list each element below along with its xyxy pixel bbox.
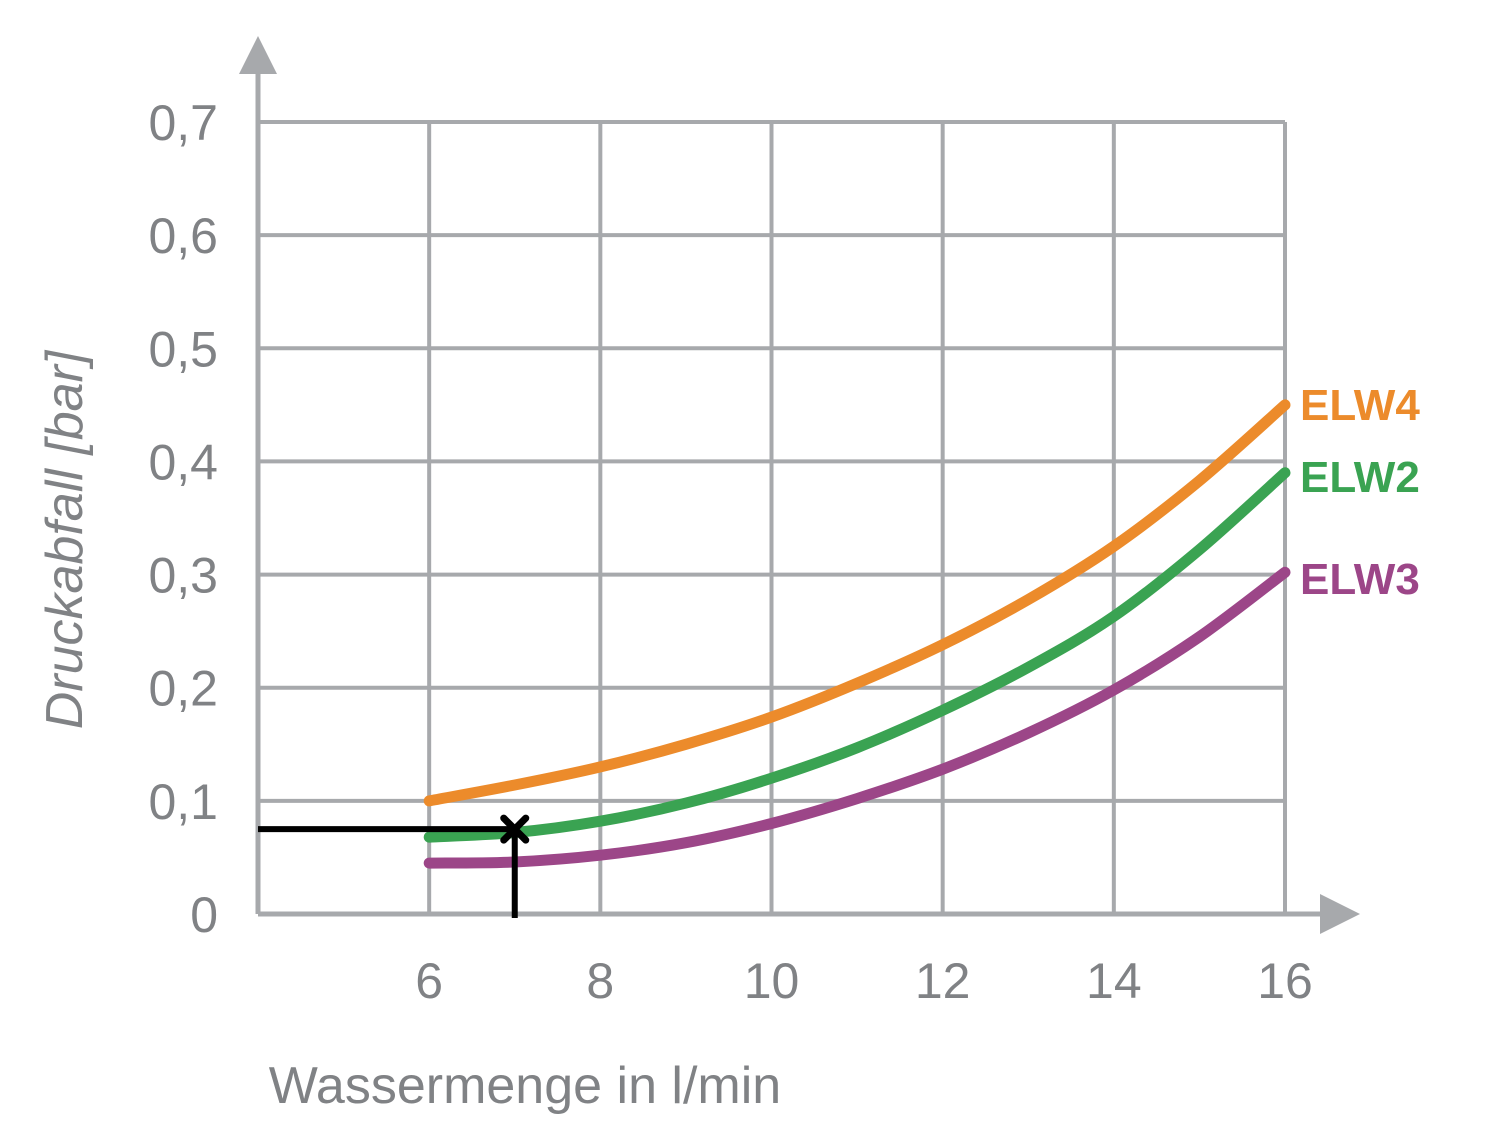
series-lines: ELW4 ELW2 ELW3 <box>423 381 1420 869</box>
y-tick-label: 0 <box>190 887 218 943</box>
axes <box>239 36 1360 934</box>
series-line-elw3 <box>423 566 1291 869</box>
y-axis-title: Druckabfall [bar] <box>36 349 94 729</box>
tick-labels: 0 0,1 0,2 0,3 0,4 0,5 0,6 0,7 6 8 10 12 14 16 <box>148 95 1312 1009</box>
series-label-elw2: ELW2 <box>1300 453 1420 502</box>
grid <box>258 120 1287 914</box>
x-tick-label: 10 <box>744 953 800 1009</box>
annotation-cross-marker <box>500 814 530 844</box>
y-tick-label: 0,1 <box>148 774 218 830</box>
y-tick-label: 0,6 <box>148 208 218 264</box>
y-axis-arrow <box>239 36 277 74</box>
x-tick-label: 8 <box>586 953 614 1009</box>
reading-annotation <box>258 814 530 918</box>
y-tick-label: 0,2 <box>148 661 218 717</box>
y-tick-label: 0,7 <box>148 95 218 151</box>
x-tick-label: 16 <box>1257 953 1313 1009</box>
series-line-elw2 <box>423 467 1291 843</box>
x-tick-label: 12 <box>915 953 971 1009</box>
series-label-elw3: ELW3 <box>1300 555 1420 604</box>
series-label-elw4: ELW4 <box>1300 381 1420 430</box>
series-line-elw4 <box>423 399 1291 807</box>
x-axis-title: Wassermenge in l/min <box>269 1057 781 1115</box>
x-axis-arrow <box>1320 894 1360 934</box>
y-tick-label: 0,5 <box>148 321 218 377</box>
x-tick-label: 6 <box>415 953 443 1009</box>
y-tick-label: 0,3 <box>148 548 218 604</box>
y-tick-label: 0,4 <box>148 434 218 490</box>
x-tick-label: 14 <box>1086 953 1142 1009</box>
